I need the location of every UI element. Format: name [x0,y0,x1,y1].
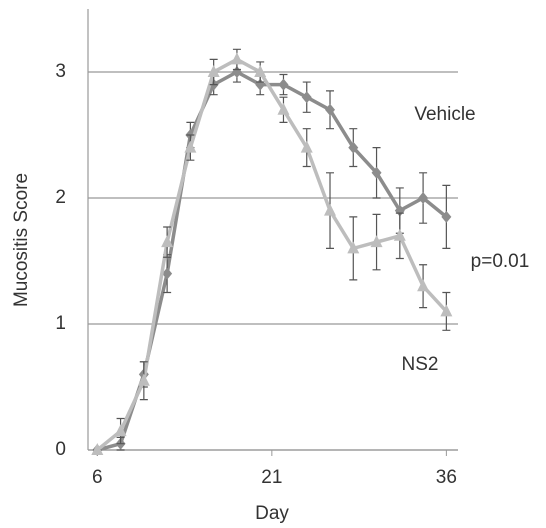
marker [418,192,429,204]
y-tick-label: 1 [55,313,66,334]
marker [441,210,452,223]
marker [348,141,359,154]
x-tick-label: 6 [92,467,103,488]
marker [417,279,430,292]
marker [370,235,383,248]
marker [114,424,127,437]
series-line [96,57,448,452]
marker [325,103,336,116]
marker [230,52,243,65]
marker [184,140,197,153]
y-tick-label: 3 [55,61,66,82]
marker [347,241,360,254]
legend-label: Vehicle [414,104,475,125]
marker [278,78,289,91]
marker [162,267,173,280]
marker [254,65,267,77]
legend-label: NS2 [402,354,439,375]
marker [300,140,313,153]
y-axis-label: Mucositis Score [11,173,32,307]
marker [277,102,290,115]
marker [207,65,220,77]
marker [301,91,312,104]
marker [137,373,150,386]
y-tick-label: 2 [55,187,66,208]
x-tick-label: 21 [261,467,282,488]
marker [161,235,174,248]
annotation: p=0.01 [471,251,530,272]
marker [91,443,104,455]
marker [440,304,453,317]
y-tick-label: 0 [55,439,66,460]
x-tick-label: 36 [436,467,457,488]
series-line [96,70,448,452]
x-axis-label: Day [255,503,289,524]
marker [393,228,406,241]
marker [324,203,337,216]
marker [371,166,382,179]
